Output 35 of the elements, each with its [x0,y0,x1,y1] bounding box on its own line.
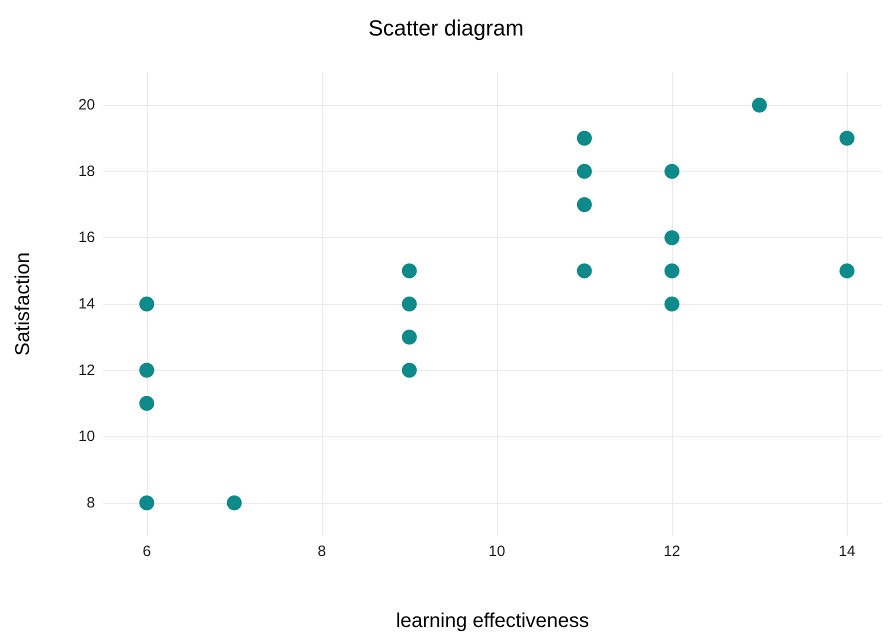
point [664,263,680,278]
y-tick-label: 8 [86,494,95,512]
point [402,330,417,345]
point [402,362,417,378]
point [840,263,854,278]
x-tick-label: 12 [664,543,680,560]
y-tick-label: 18 [78,162,95,180]
x-tick-label: 8 [318,543,326,560]
y-tick-label: 20 [78,96,95,114]
point [752,98,767,113]
x-tick-label: 6 [142,543,151,560]
point [664,164,680,179]
point [139,362,154,378]
point [139,495,154,510]
y-tick-label: 16 [78,229,95,246]
x-tick-label: 14 [838,543,856,560]
x-axis-title: learning effectiveness [396,610,590,632]
x-tick-label: 10 [488,543,506,560]
y-axis-title: Satisfaction [12,252,34,356]
y-tick-label: 10 [78,428,95,446]
point [576,164,592,179]
point [139,296,154,312]
point [402,296,417,312]
point [576,130,592,146]
point [840,130,854,146]
point [576,197,592,212]
point [576,263,592,278]
point [402,263,417,278]
point [664,230,680,246]
chart-title: Scatter diagram [368,16,524,40]
y-tick-label: 14 [78,296,95,312]
point [226,495,242,510]
y-tick-label: 12 [78,362,95,379]
point [664,296,680,312]
point [139,396,154,411]
